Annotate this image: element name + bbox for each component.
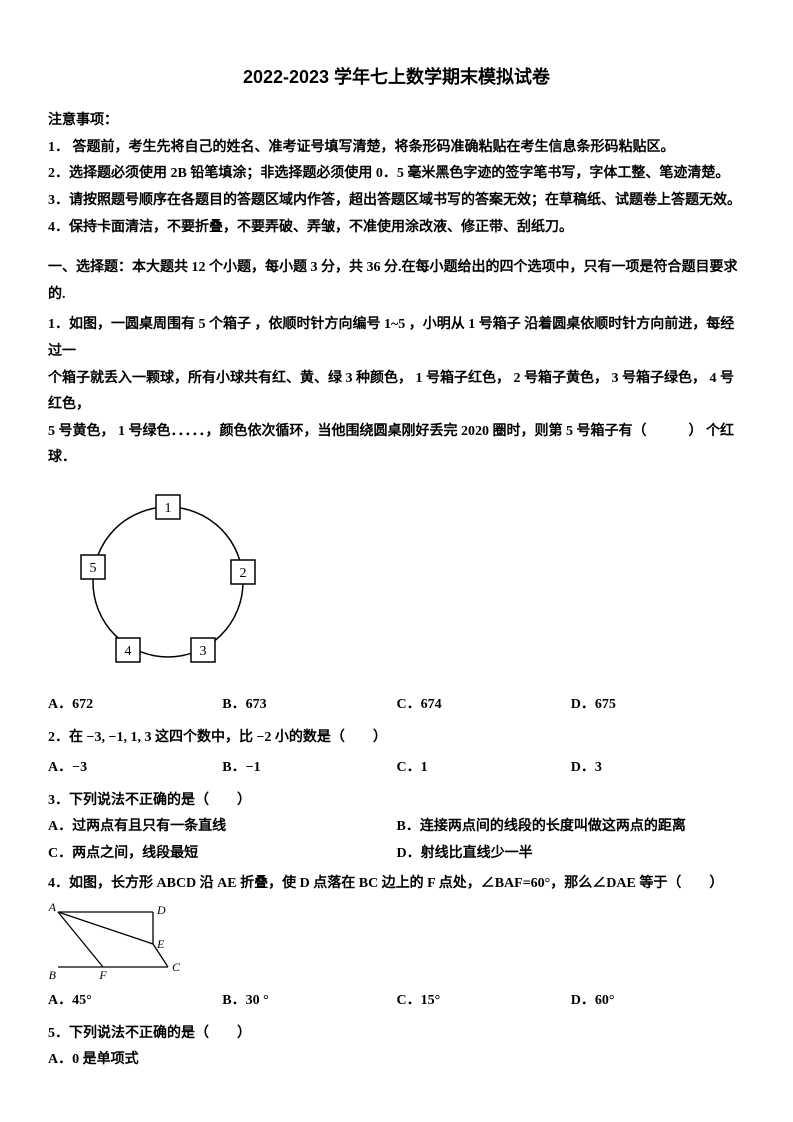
instruction-line: 3．请按照题号顺序在各题目的答题区域内作答，超出答题区域书写的答案无效；在草稿纸… [48, 188, 745, 215]
question-4: 4．如图，长方形 ABCD 沿 AE 折叠，使 D 点落在 BC 边上的 F 点… [48, 871, 745, 1014]
option-d: D．675 [571, 692, 745, 719]
instructions-block: 注意事项： 1． 答题前，考生先将自己的姓名、准考证号填写清楚，将条形码准确粘贴… [48, 108, 745, 241]
option-b: B．−1 [222, 755, 396, 782]
q1-text-line: 1．如图，一圆桌周围有 5 个箱子 ，依顺时针方向编号 1~5 ，小明从 1 号… [48, 312, 745, 365]
q5-stem: 5．下列说法不正确的是（ ） [48, 1021, 745, 1048]
svg-text:A: A [48, 902, 57, 914]
q4-stem: 4．如图，长方形 ABCD 沿 AE 折叠，使 D 点落在 BC 边上的 F 点… [48, 871, 745, 898]
q4-diagram: A D E B F C [48, 902, 745, 982]
question-5: 5．下列说法不正确的是（ ） A．0 是单项式 [48, 1021, 745, 1074]
exam-title: 2022-2023 学年七上数学期末模拟试卷 [48, 60, 745, 94]
svg-text:C: C [172, 960, 181, 974]
svg-text:D: D [156, 903, 166, 917]
option-c: C．674 [397, 692, 571, 719]
svg-text:3: 3 [200, 644, 207, 659]
option-b: B．连接两点间的线段的长度叫做这两点的距离 [397, 814, 746, 841]
q3-options-row2: C．两点之间，线段最短 D．射线比直线少一半 [48, 841, 745, 868]
option-b: B．30 ° [222, 988, 396, 1015]
option-a: A．672 [48, 692, 222, 719]
option-c: C．两点之间，线段最短 [48, 841, 397, 868]
q1-text-line: 个箱子就丢入一颗球，所有小球共有红、黄、绿 3 种颜色， 1 号箱子红色， 2 … [48, 366, 745, 419]
svg-text:F: F [98, 968, 107, 982]
instruction-line: 4．保持卡面清洁，不要折叠，不要弄破、弄皱，不准使用涂改液、修正带、刮纸刀。 [48, 215, 745, 242]
q1-text-line: 5 号黄色， 1 号绿色．．．．．，颜色依次循环，当他围绕圆桌刚好丢完 2020… [48, 419, 745, 472]
instruction-line: 2．选择题必须使用 2B 铅笔填涂；非选择题必须使用 0．5 毫米黑色字迹的签字… [48, 161, 745, 188]
option-d: D．3 [571, 755, 745, 782]
instructions-heading: 注意事项： [48, 108, 745, 135]
svg-text:1: 1 [165, 501, 172, 516]
circle-boxes-svg: 1 2 3 4 5 [48, 482, 308, 682]
section-1-heading: 一、选择题：本大题共 12 个小题，每小题 3 分，共 36 分.在每小题给出的… [48, 255, 745, 308]
question-3: 3．下列说法不正确的是（ ） A．过两点有且只有一条直线 B．连接两点间的线段的… [48, 788, 745, 868]
q3-options-row1: A．过两点有且只有一条直线 B．连接两点间的线段的长度叫做这两点的距离 [48, 814, 745, 841]
option-a: A．0 是单项式 [48, 1047, 745, 1074]
fold-diagram-svg: A D E B F C [48, 902, 198, 982]
q4-options: A．45° B．30 ° C．15° D．60° [48, 988, 745, 1015]
option-a: A．过两点有且只有一条直线 [48, 814, 397, 841]
question-1: 1．如图，一圆桌周围有 5 个箱子 ，依顺时针方向编号 1~5 ，小明从 1 号… [48, 312, 745, 718]
option-d: D．60° [571, 988, 745, 1015]
option-c: C．15° [397, 988, 571, 1015]
svg-text:5: 5 [90, 561, 97, 576]
q2-options: A．−3 B．−1 C．1 D．3 [48, 755, 745, 782]
svg-text:E: E [156, 937, 165, 951]
option-d: D．射线比直线少一半 [397, 841, 746, 868]
question-2: 2．在 −3, −1, 1, 3 这四个数中，比 −2 小的数是（ ） A．−3… [48, 725, 745, 782]
svg-text:B: B [49, 968, 57, 982]
q1-options: A．672 B．673 C．674 D．675 [48, 692, 745, 719]
q3-stem: 3．下列说法不正确的是（ ） [48, 788, 745, 815]
svg-text:4: 4 [125, 644, 132, 659]
option-a: A．45° [48, 988, 222, 1015]
option-a: A．−3 [48, 755, 222, 782]
option-c: C．1 [397, 755, 571, 782]
q2-stem: 2．在 −3, −1, 1, 3 这四个数中，比 −2 小的数是（ ） [48, 725, 745, 752]
instruction-line: 1． 答题前，考生先将自己的姓名、准考证号填写清楚，将条形码准确粘贴在考生信息条… [48, 135, 745, 162]
q1-diagram: 1 2 3 4 5 [48, 482, 745, 682]
option-b: B．673 [222, 692, 396, 719]
svg-text:2: 2 [240, 566, 247, 581]
